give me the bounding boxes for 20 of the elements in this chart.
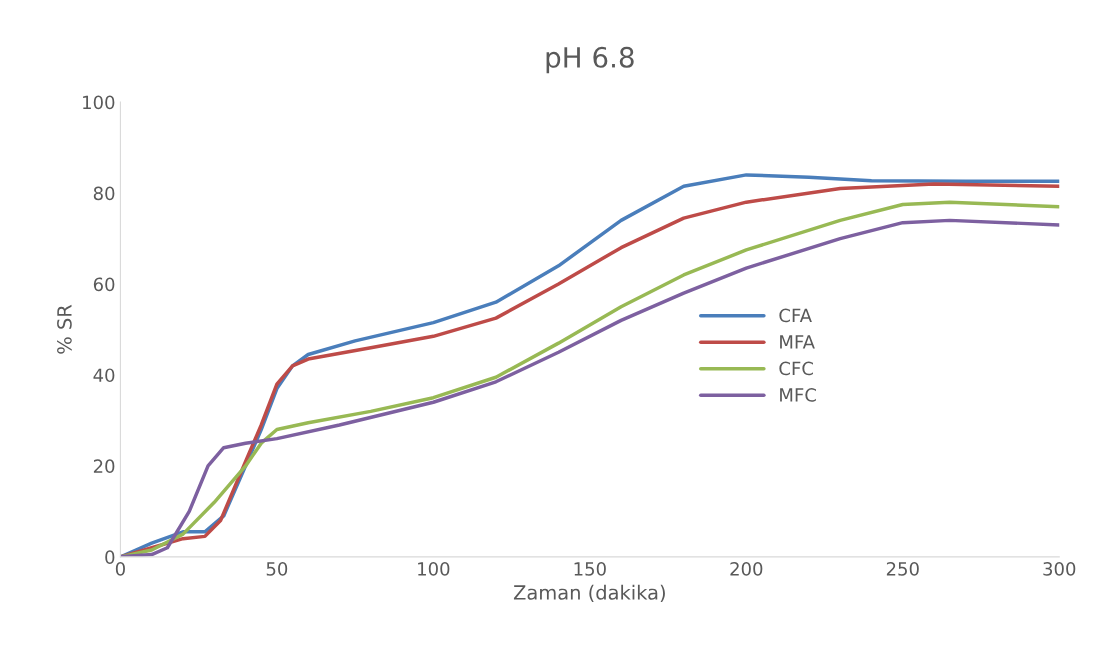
y-tick-label: 60 — [93, 277, 115, 292]
legend-label: MFC — [780, 388, 816, 402]
legend-label: CFA — [779, 308, 812, 323]
x-tick-label: 50 — [266, 562, 288, 576]
y-tick-label: 0 — [105, 550, 115, 564]
y-tick-label: 20 — [93, 459, 115, 474]
x-axis-title: Zaman (dakika) — [513, 584, 665, 603]
x-tick-label: 100 — [418, 562, 450, 576]
legend-label: MFA — [780, 335, 815, 349]
x-tick-label: 300 — [1043, 562, 1076, 576]
y-axis-title: % SR — [57, 304, 72, 354]
y-tick-label: 100 — [83, 95, 115, 110]
x-tick-label: 150 — [574, 562, 606, 576]
y-tick-label: 80 — [93, 186, 115, 201]
x-tick-label: 0 — [115, 562, 125, 576]
x-tick-label: 200 — [730, 562, 763, 576]
legend-label: CFC — [779, 361, 813, 376]
x-tick-label: 250 — [886, 562, 919, 576]
chart-title: pH 6.8 — [546, 46, 634, 74]
y-tick-label: 40 — [93, 368, 115, 383]
